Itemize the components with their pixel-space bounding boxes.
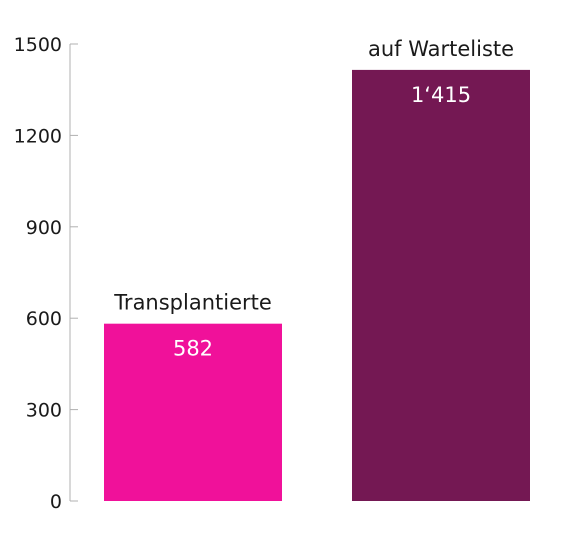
bar-1 bbox=[104, 323, 282, 501]
y-tick-label: 600 bbox=[26, 308, 62, 330]
y-tick-label: 0 bbox=[50, 491, 62, 513]
value-label: 582 bbox=[173, 337, 213, 361]
bar-2 bbox=[352, 69, 530, 501]
y-tick-label: 1200 bbox=[14, 125, 62, 147]
y-tick-label: 900 bbox=[26, 217, 62, 239]
y-tick-label: 300 bbox=[26, 400, 62, 422]
category-label: auf Warteliste bbox=[368, 37, 514, 61]
bars bbox=[104, 69, 530, 501]
value-label: 1‘415 bbox=[411, 83, 471, 107]
bar-labels: Transplantierte 582 auf Warteliste 1‘415 bbox=[113, 37, 514, 361]
y-axis: 0 300 600 900 1200 1500 bbox=[14, 34, 78, 513]
category-label: Transplantierte bbox=[113, 291, 272, 315]
y-tick-label: 1500 bbox=[14, 34, 62, 56]
